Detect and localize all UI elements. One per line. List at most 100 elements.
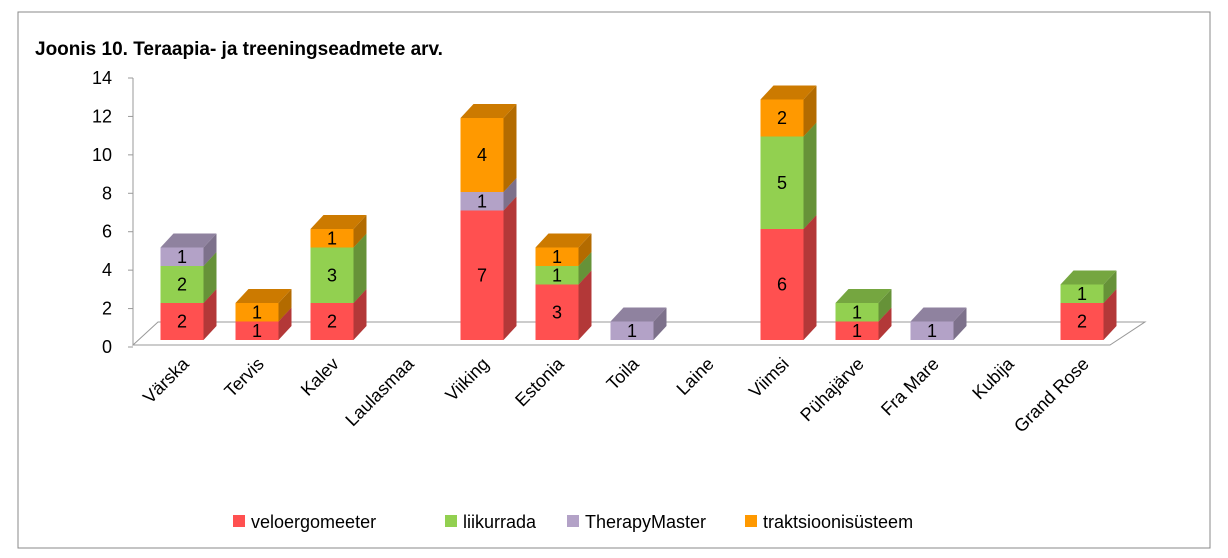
- bar-face: [310, 303, 354, 340]
- data-label: 1: [552, 265, 562, 285]
- bar-face: [1060, 303, 1104, 340]
- bar-face: [535, 284, 579, 340]
- y-tick-label: 14: [92, 68, 112, 88]
- bar-segment: [910, 307, 967, 340]
- bar-face: [535, 266, 579, 285]
- bar-face: [610, 321, 654, 340]
- bar-face: [1060, 284, 1104, 303]
- bar-segment: [310, 215, 367, 248]
- y-tick-label: 12: [92, 106, 112, 126]
- bar-face: [203, 233, 217, 266]
- y-tick-label: 0: [102, 337, 112, 357]
- bar-segment: [760, 85, 817, 137]
- bar-face: [1103, 270, 1117, 303]
- data-label: 3: [327, 265, 337, 285]
- bar-face: [578, 252, 592, 285]
- y-tick-label: 2: [102, 299, 112, 319]
- bar-segment: [760, 215, 817, 340]
- data-label: 1: [477, 191, 487, 211]
- bar-face: [160, 266, 204, 303]
- bar-face: [953, 307, 967, 340]
- bar-face: [353, 215, 367, 248]
- chart-frame: [17, 11, 1211, 549]
- bar-face: [503, 104, 517, 192]
- bar-face: [578, 270, 592, 340]
- data-label: 5: [777, 173, 787, 193]
- bar-face: [160, 247, 204, 266]
- data-label: 2: [327, 312, 337, 332]
- data-label: 2: [777, 108, 787, 128]
- data-label: 1: [852, 302, 862, 322]
- bar-face: [653, 307, 667, 340]
- bar-face: [460, 210, 504, 340]
- data-label: 2: [1077, 312, 1087, 332]
- bar-segment: [610, 307, 667, 340]
- bar-face: [760, 99, 804, 137]
- data-label: 2: [177, 312, 187, 332]
- bar-face: [310, 247, 354, 303]
- data-label: 4: [477, 145, 487, 165]
- bar-face: [803, 85, 817, 137]
- bar-face: [910, 307, 967, 322]
- bar-face: [278, 289, 292, 322]
- data-label: 1: [927, 321, 937, 341]
- bar-face: [760, 229, 804, 340]
- legend-label: liikurrada: [463, 512, 537, 532]
- data-label: 1: [1077, 284, 1087, 304]
- bar-face: [535, 233, 592, 248]
- bar-face: [803, 122, 817, 229]
- bar-face: [353, 233, 367, 303]
- bar-face: [203, 252, 217, 303]
- bar-face: [610, 307, 667, 322]
- data-label: 2: [177, 275, 187, 295]
- bar-face: [878, 289, 892, 322]
- y-tick-label: 4: [102, 260, 112, 280]
- bar-segment: [535, 233, 592, 266]
- data-label: 3: [552, 302, 562, 322]
- data-label: 1: [177, 247, 187, 267]
- bar-face: [835, 303, 879, 322]
- data-label: 7: [477, 265, 487, 285]
- data-label: 1: [252, 302, 262, 322]
- bar-face: [310, 215, 367, 229]
- data-label: 1: [627, 321, 637, 341]
- y-tick-label: 8: [102, 183, 112, 203]
- bar-face: [160, 233, 217, 248]
- bar-segment: [1060, 270, 1117, 303]
- bar-face: [878, 307, 892, 340]
- data-label: 1: [327, 228, 337, 248]
- data-label: 6: [777, 275, 787, 295]
- bar-face: [535, 247, 579, 266]
- data-label: 1: [852, 321, 862, 341]
- y-tick-label: 6: [102, 222, 112, 242]
- bar-face: [460, 118, 504, 192]
- bar-face: [910, 321, 954, 340]
- legend-swatch: [567, 515, 579, 527]
- bar-face: [760, 85, 817, 100]
- bar-face: [235, 303, 279, 322]
- bar-face: [203, 289, 217, 340]
- data-label: 1: [252, 321, 262, 341]
- legend-label: TherapyMaster: [585, 512, 706, 532]
- chart-title: Joonis 10. Teraapia- ja treeningseadmete…: [35, 39, 443, 60]
- bar-segment: [760, 122, 817, 229]
- legend-label: veloergomeeter: [251, 512, 376, 532]
- bar-face: [760, 136, 804, 229]
- bar-face: [235, 289, 292, 303]
- bar-face: [1060, 270, 1117, 285]
- bar-face: [353, 289, 367, 340]
- legend-swatch: [445, 515, 457, 527]
- bar-face: [460, 192, 504, 211]
- bar-face: [460, 104, 517, 118]
- bar-face: [578, 233, 592, 266]
- bar-face: [160, 303, 204, 340]
- bar-face: [803, 215, 817, 340]
- bar-face: [1103, 289, 1117, 340]
- bar-segment: [835, 289, 892, 322]
- bar-segment: [160, 233, 217, 266]
- legend-swatch: [745, 515, 757, 527]
- bar-segment: [460, 104, 517, 192]
- y-tick-label: 10: [92, 145, 112, 165]
- legend-label: traktsioonisüsteem: [763, 512, 913, 532]
- bar-face: [835, 321, 879, 340]
